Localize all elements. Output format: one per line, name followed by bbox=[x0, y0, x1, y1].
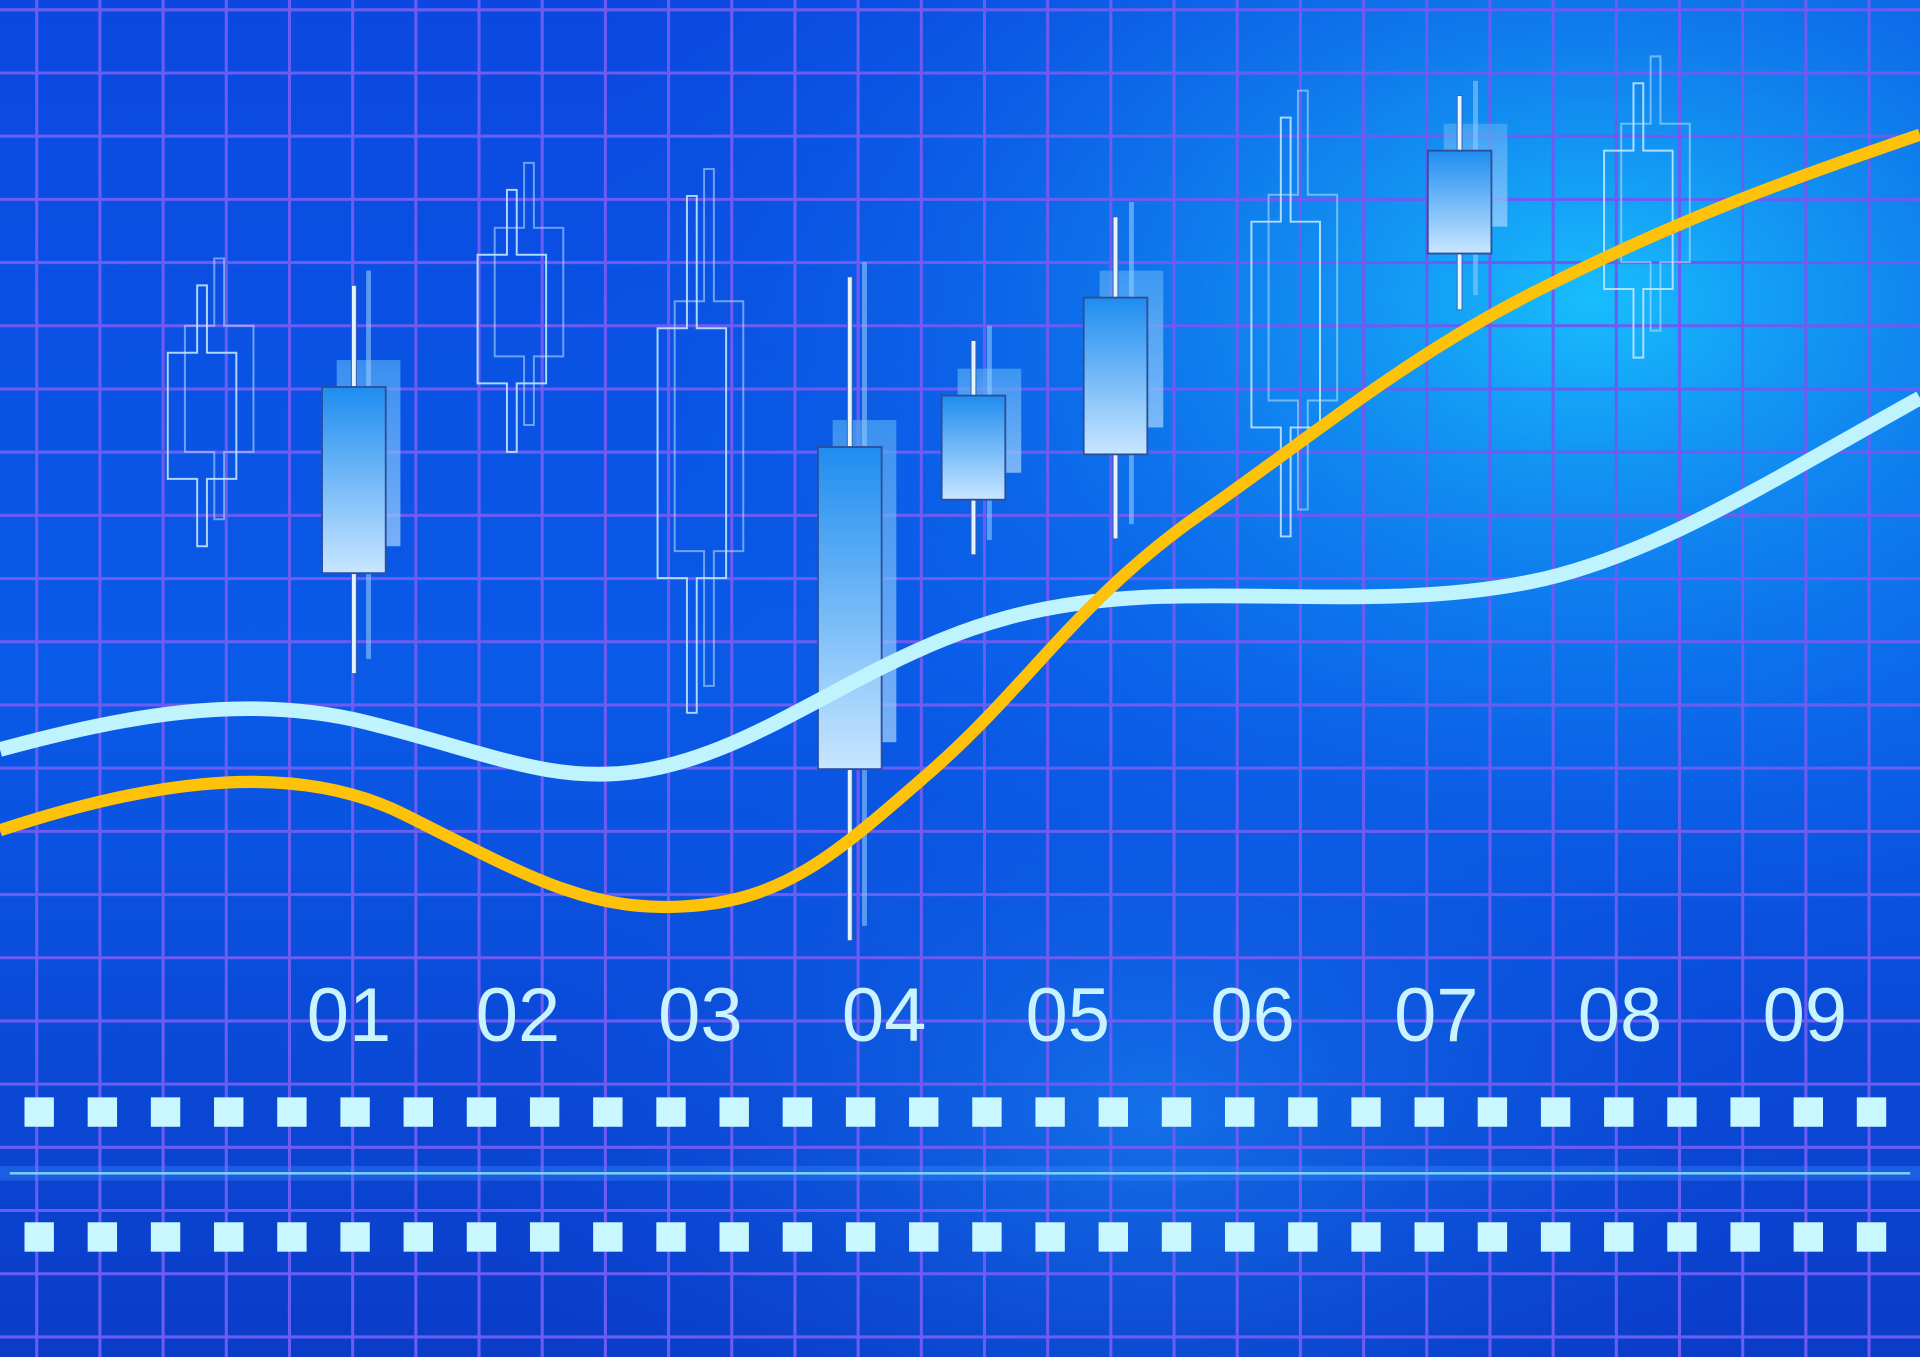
dot bbox=[403, 1222, 433, 1252]
dot bbox=[1098, 1097, 1128, 1127]
dot bbox=[909, 1097, 939, 1127]
label: 08 bbox=[1578, 973, 1662, 1058]
dot bbox=[466, 1222, 497, 1252]
dot bbox=[529, 1222, 560, 1252]
candle-body bbox=[817, 446, 883, 771]
candle-outline bbox=[1267, 89, 1339, 511]
label: 07 bbox=[1394, 973, 1478, 1058]
candle-outline bbox=[656, 194, 728, 714]
dot bbox=[1730, 1097, 1760, 1127]
dot bbox=[1540, 1222, 1571, 1252]
dot bbox=[340, 1097, 370, 1127]
dot bbox=[1604, 1222, 1634, 1252]
dot bbox=[277, 1097, 307, 1127]
dot bbox=[1224, 1222, 1255, 1252]
dot bbox=[340, 1222, 370, 1252]
candle-outline bbox=[1603, 82, 1674, 359]
dotted-bands bbox=[24, 1097, 1887, 1252]
dot bbox=[593, 1222, 623, 1252]
dot bbox=[214, 1222, 244, 1252]
dot bbox=[782, 1222, 813, 1252]
dot bbox=[1667, 1222, 1697, 1252]
candle-outline bbox=[1620, 55, 1691, 332]
dot bbox=[845, 1222, 876, 1252]
label: 04 bbox=[842, 973, 926, 1058]
dot bbox=[593, 1097, 623, 1127]
label: 06 bbox=[1210, 973, 1294, 1058]
candle-outline bbox=[476, 188, 548, 453]
dot bbox=[972, 1222, 1002, 1252]
dot bbox=[1288, 1222, 1318, 1252]
dot bbox=[656, 1097, 686, 1127]
candle-outline bbox=[166, 284, 238, 548]
label: 01 bbox=[307, 973, 391, 1058]
dot bbox=[87, 1097, 118, 1127]
dot bbox=[1351, 1097, 1381, 1127]
dot bbox=[1477, 1097, 1508, 1127]
dot bbox=[656, 1222, 686, 1252]
dot bbox=[150, 1097, 181, 1127]
dot bbox=[1730, 1222, 1760, 1252]
dot bbox=[403, 1097, 433, 1127]
dot bbox=[1098, 1222, 1128, 1252]
dot bbox=[1477, 1222, 1508, 1252]
label: 03 bbox=[658, 973, 742, 1058]
dot bbox=[782, 1097, 813, 1127]
dot bbox=[1035, 1097, 1065, 1127]
dot bbox=[1856, 1097, 1887, 1127]
dot bbox=[972, 1097, 1002, 1127]
dot bbox=[150, 1222, 181, 1252]
trend-line bbox=[0, 128, 1920, 914]
candle-body bbox=[1082, 296, 1149, 456]
label: 05 bbox=[1026, 973, 1110, 1058]
candle-outline bbox=[1250, 116, 1321, 538]
dot bbox=[529, 1097, 560, 1127]
dot bbox=[1667, 1097, 1697, 1127]
dot bbox=[845, 1097, 876, 1127]
candle-body bbox=[321, 386, 387, 575]
label: 09 bbox=[1763, 973, 1847, 1058]
labels: 01 02 03 04 05 06 07 08 09 bbox=[307, 973, 1847, 1058]
dot bbox=[1414, 1097, 1444, 1127]
dot bbox=[1540, 1097, 1571, 1127]
dot bbox=[719, 1097, 749, 1127]
trend-line bbox=[0, 391, 1920, 782]
dot bbox=[87, 1222, 118, 1252]
dot bbox=[214, 1097, 244, 1127]
dot bbox=[1351, 1222, 1381, 1252]
dot bbox=[1161, 1222, 1192, 1252]
dot bbox=[1224, 1097, 1255, 1127]
dot bbox=[1856, 1222, 1887, 1252]
dot bbox=[466, 1097, 497, 1127]
dot bbox=[1793, 1222, 1824, 1252]
candle-body bbox=[1426, 149, 1493, 255]
dot bbox=[909, 1222, 939, 1252]
dot bbox=[24, 1222, 54, 1252]
dot bbox=[24, 1097, 54, 1127]
dot bbox=[1793, 1097, 1824, 1127]
candle-outline bbox=[183, 257, 255, 521]
dot bbox=[1604, 1097, 1634, 1127]
dot bbox=[1035, 1222, 1065, 1252]
dot bbox=[1161, 1097, 1192, 1127]
candle-body bbox=[940, 394, 1007, 501]
dot bbox=[277, 1222, 307, 1252]
candle-outline bbox=[493, 161, 565, 426]
dot bbox=[1288, 1097, 1318, 1127]
dot bbox=[719, 1222, 749, 1252]
dot bbox=[1414, 1222, 1444, 1252]
candle-outline bbox=[673, 168, 745, 687]
label: 02 bbox=[476, 973, 560, 1058]
